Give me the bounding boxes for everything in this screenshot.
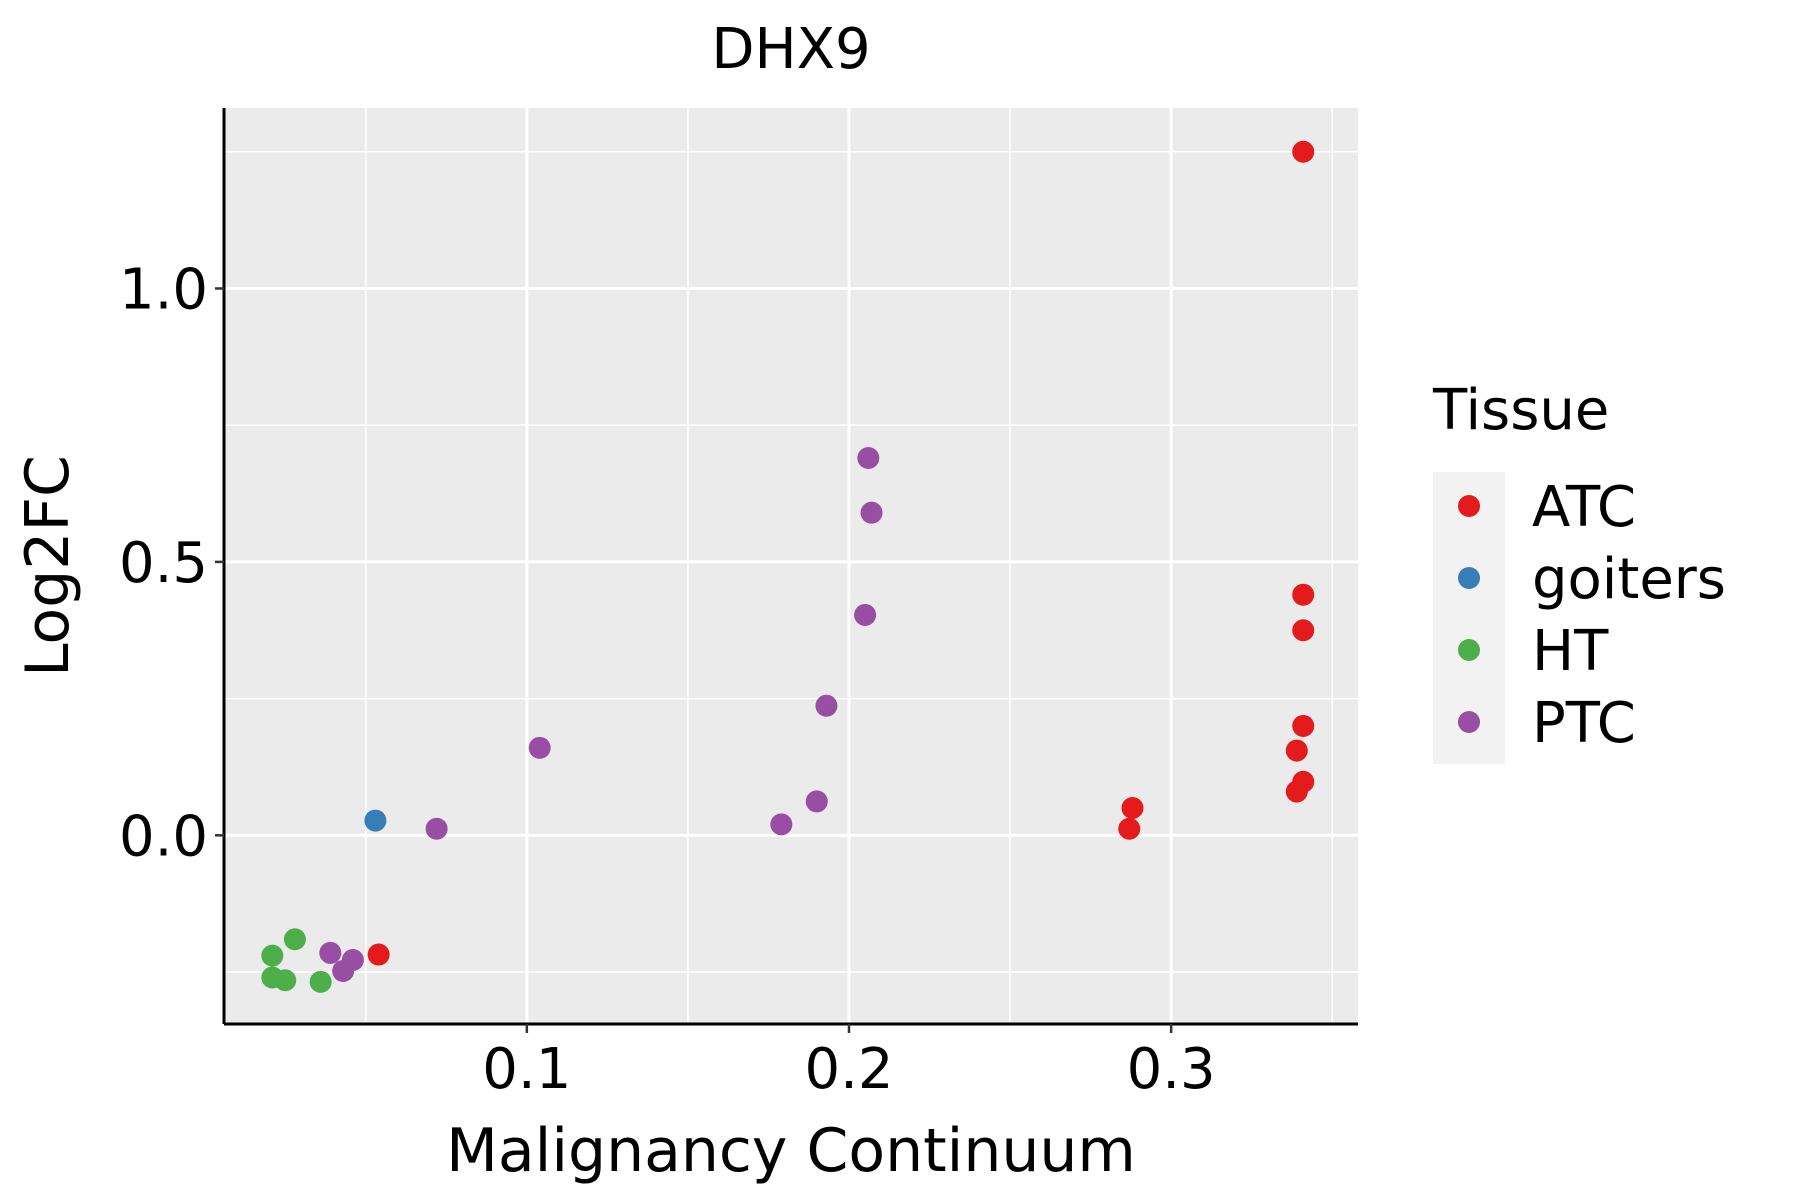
x-tick-label: 0.3: [1127, 1037, 1216, 1102]
data-point-ptc: [857, 446, 880, 469]
data-point-ptc: [854, 603, 877, 626]
data-point-atc: [1292, 140, 1315, 163]
y-ticks: 0.0 0.5 1.0: [119, 257, 224, 869]
data-point-ptc: [425, 817, 448, 840]
x-axis-label: Malignancy Continuum: [446, 1116, 1136, 1186]
legend-label-ht: HT: [1532, 619, 1609, 684]
legend-entries: ATC goiters HT PTC: [1458, 475, 1726, 756]
data-point-atc: [1121, 796, 1144, 819]
y-tick-label: 1.0: [119, 257, 208, 322]
data-points: [261, 140, 1315, 993]
legend-title: Tissue: [1432, 378, 1609, 443]
legend-key-goiters: [1458, 567, 1480, 589]
x-ticks: 0.1 0.2 0.3: [482, 1024, 1216, 1102]
y-axis-label: Log2FC: [13, 455, 83, 677]
data-point-ptc: [860, 501, 883, 524]
legend-key-ptc: [1458, 711, 1480, 733]
y-tick-label: 0.0: [119, 804, 208, 869]
data-point-ptc: [319, 941, 342, 964]
legend-key-ht: [1458, 639, 1480, 661]
data-point-ht: [274, 969, 297, 992]
data-point-ht: [283, 928, 306, 951]
data-point-ptc: [805, 790, 828, 813]
y-tick-label: 0.5: [119, 531, 208, 596]
legend-label-atc: ATC: [1532, 475, 1636, 540]
legend: Tissue ATC goiters HT PTC: [1432, 378, 1726, 764]
data-point-atc: [1292, 714, 1315, 737]
data-point-ptc: [815, 694, 838, 717]
data-point-ptc: [528, 736, 551, 759]
data-point-atc: [1292, 619, 1315, 642]
grid-minor: [224, 108, 1358, 1024]
data-point-ptc: [332, 959, 355, 982]
data-point-atc: [1285, 780, 1308, 803]
legend-label-goiters: goiters: [1532, 547, 1726, 612]
legend-key-atc: [1458, 495, 1480, 517]
x-tick-label: 0.2: [804, 1037, 893, 1102]
plot-panel: [224, 108, 1358, 1024]
data-point-atc: [1118, 817, 1141, 840]
data-point-atc: [1292, 583, 1315, 606]
data-point-ptc: [770, 813, 793, 836]
data-point-goiters: [364, 809, 387, 832]
data-point-ht: [309, 970, 332, 993]
data-point-atc: [1285, 739, 1308, 762]
data-point-ht: [261, 944, 284, 967]
grid-major: [224, 108, 1358, 1024]
legend-label-ptc: PTC: [1532, 691, 1636, 756]
data-point-atc: [367, 943, 390, 966]
chart-title: DHX9: [711, 17, 870, 82]
x-tick-label: 0.1: [482, 1037, 571, 1102]
